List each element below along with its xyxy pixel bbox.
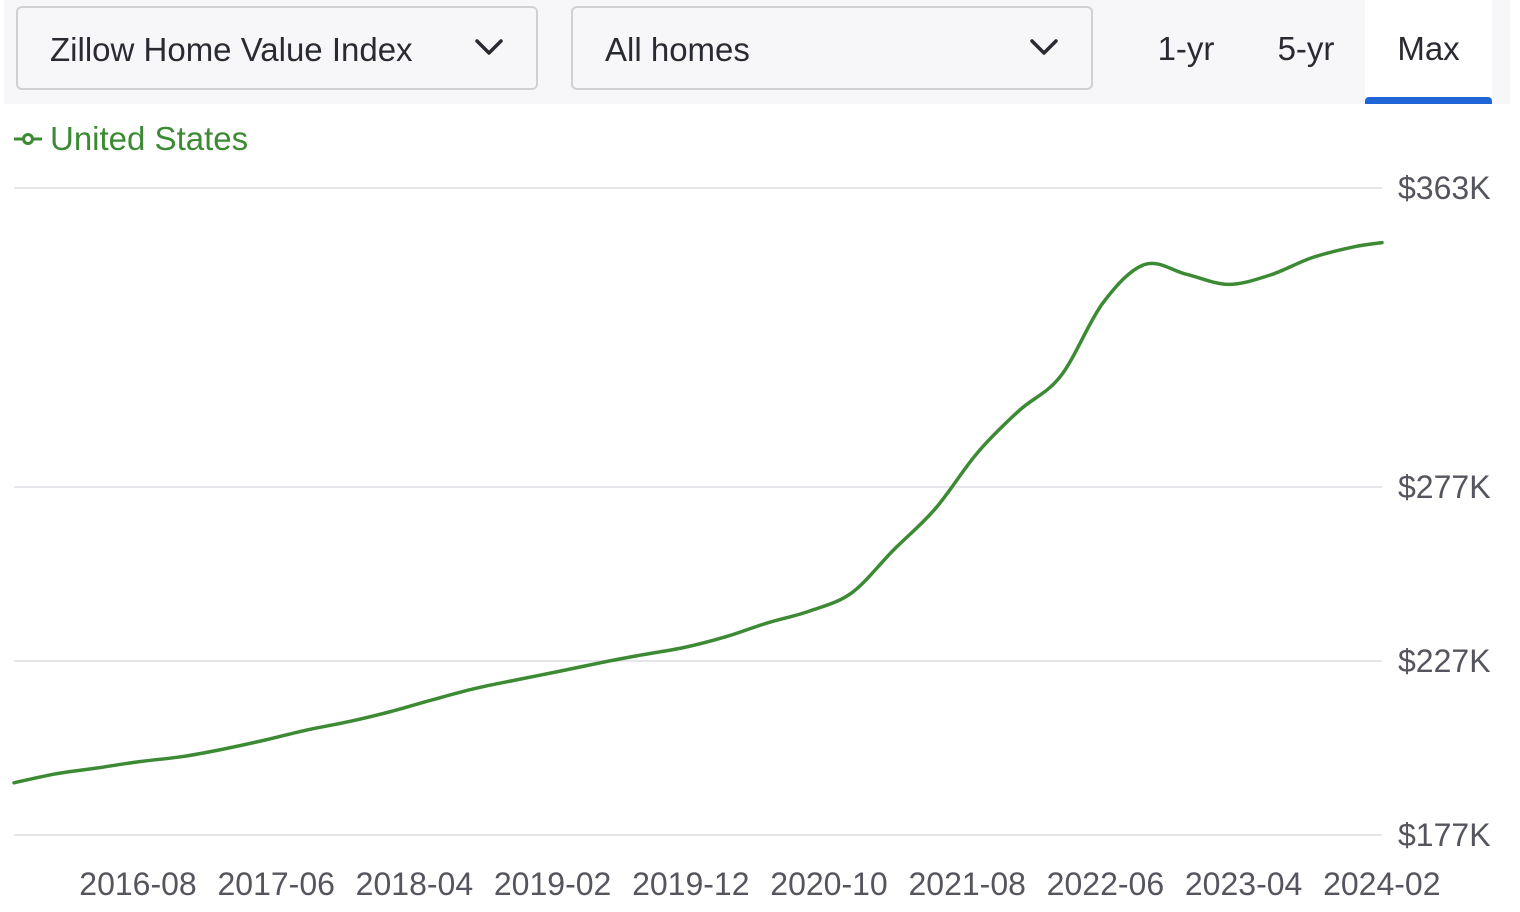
- active-tab-indicator: [1365, 97, 1492, 104]
- tab-max-label: Max: [1397, 30, 1460, 67]
- tab-5-yr[interactable]: 5-yr: [1277, 30, 1335, 67]
- x-tick-label: 2017-06: [217, 866, 334, 902]
- tab-1-yr[interactable]: 1-yr: [1157, 30, 1215, 67]
- y-tick-label: $363K: [1398, 170, 1491, 206]
- chevron-down-icon: [475, 39, 503, 55]
- line-marker-icon: [14, 133, 42, 145]
- y-tick-label: $177K: [1398, 817, 1491, 853]
- x-tick-label: 2016-08: [79, 866, 196, 902]
- y-tick-label: $277K: [1398, 469, 1491, 505]
- x-tick-label: 2022-06: [1047, 866, 1164, 902]
- x-tick-label: 2024-02: [1323, 866, 1440, 902]
- x-tick-label: 2021-08: [908, 866, 1025, 902]
- y-tick-label: $227K: [1398, 643, 1491, 679]
- x-tick-label: 2020-10: [770, 866, 887, 902]
- home-type-dropdown-label: All homes: [605, 31, 750, 68]
- x-tick-label: 2019-12: [632, 866, 749, 902]
- home-type-dropdown[interactable]: All homes: [571, 6, 1093, 90]
- x-tick-label: 2023-04: [1185, 866, 1302, 902]
- series-line-0[interactable]: [12, 240, 1384, 785]
- chart-legend[interactable]: United States: [14, 118, 248, 160]
- x-tick-label: 2019-02: [494, 866, 611, 902]
- metric-dropdown[interactable]: Zillow Home Value Index: [16, 6, 538, 90]
- x-tick-label: 2018-04: [356, 866, 473, 902]
- tab-max[interactable]: Max: [1365, 0, 1492, 104]
- legend-label: United States: [50, 120, 249, 157]
- metric-dropdown-label: Zillow Home Value Index: [50, 31, 413, 68]
- chevron-down-icon: [1030, 39, 1058, 55]
